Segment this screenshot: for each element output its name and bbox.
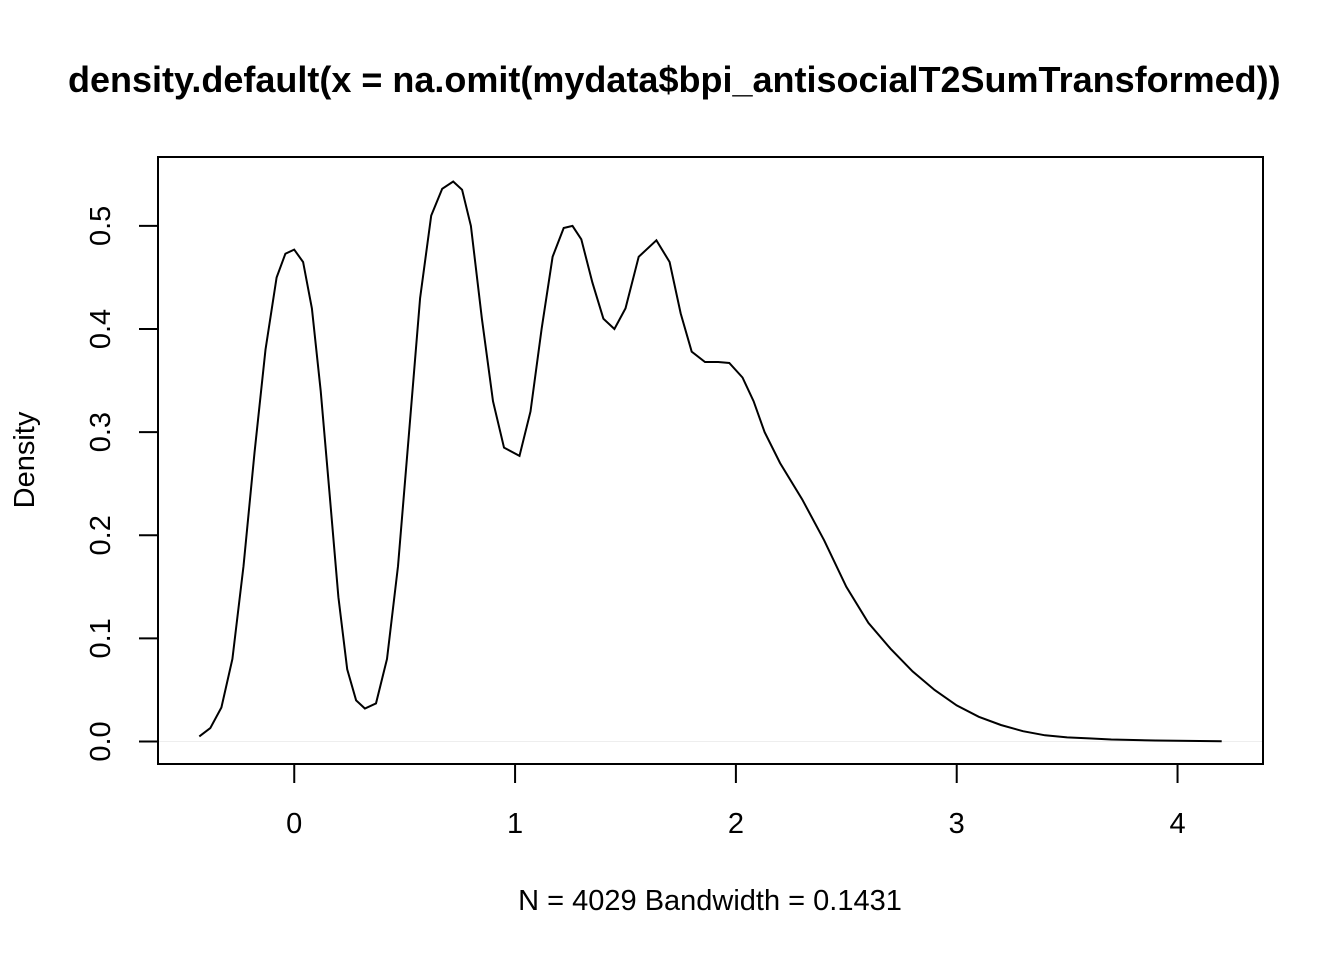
x-tick-label: 0 [286,808,302,840]
y-tick-label: 0.4 [85,309,117,349]
x-tick-label: 1 [507,808,523,840]
y-tick-label: 0.1 [85,618,117,658]
x-tick-label: 4 [1169,808,1185,840]
y-axis-label: Density [9,411,41,508]
chart-title: density.default(x = na.omit(mydata$bpi_a… [68,59,1281,100]
x-axis: 0 1 2 3 4 [286,764,1186,840]
y-tick-label: 0.0 [85,721,117,761]
x-tick-label: 2 [728,808,744,840]
x-axis-label: N = 4029 Bandwidth = 0.1431 [518,885,902,917]
y-axis: 0.0 0.1 0.2 0.3 0.4 0.5 [85,206,158,762]
x-tick-label: 3 [949,808,965,840]
plot-frame [157,156,1264,765]
density-curve [198,180,1222,743]
y-tick-label: 0.2 [85,515,117,555]
y-tick-label: 0.5 [85,206,117,246]
y-tick-label: 0.3 [85,412,117,452]
